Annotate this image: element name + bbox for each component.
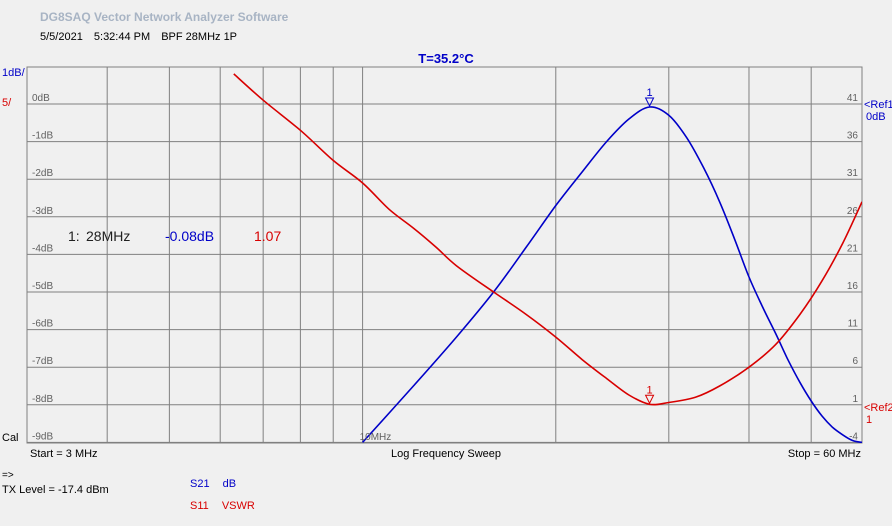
- tx-level: TX Level = -17.4 dBm: [2, 484, 109, 496]
- s11-axis-ticks: 41 36 31 26 21 16 11 6 1 -4: [847, 93, 859, 442]
- series-line-s21: [362, 106, 862, 443]
- info-line: 5/5/2021 5:32:44 PM BPF 28MHz 1P: [40, 31, 245, 43]
- right-tick-label: 6: [852, 356, 858, 367]
- right-tick-label: 26: [847, 206, 859, 217]
- marker-triangle-s21: [644, 97, 655, 108]
- legend-s11[interactable]: S11 VSWR: [190, 500, 255, 512]
- readout-s21: -0.08dB: [165, 228, 214, 244]
- legend-s11-unit: VSWR: [221, 500, 255, 512]
- legend-s21-unit: dB: [222, 478, 237, 490]
- right-tick-label: 41: [847, 93, 859, 104]
- ref2-label: <Ref2: [864, 402, 892, 414]
- info-time: 5:32:44 PM: [93, 31, 151, 43]
- marker-triangle-s11: [644, 394, 655, 405]
- info-label: BPF 28MHz 1P: [161, 31, 238, 43]
- right-tick-label: -4: [849, 431, 858, 442]
- chart-grid: [26, 66, 863, 444]
- app-title: DG8SAQ Vector Network Analyzer Software: [40, 10, 289, 24]
- right-tick-label: 36: [847, 131, 859, 142]
- x-tick-label-10mhz: 10MHz: [360, 432, 392, 443]
- chart-series: [233, 73, 862, 443]
- left-tick-label: -7dB: [32, 356, 53, 367]
- right-tick-label: 21: [847, 243, 859, 254]
- left-tick-label: -3dB: [32, 206, 53, 217]
- sweep-stop: Stop = 60 MHz: [787, 448, 861, 460]
- arrow-indicator: =>: [2, 470, 14, 481]
- left-scale-label-s11: 5/: [2, 97, 12, 109]
- left-tick-label: -5dB: [32, 281, 53, 292]
- cal-label: Cal: [2, 432, 19, 444]
- right-tick-label: 11: [848, 319, 859, 330]
- legend-s21-name: S21: [190, 478, 210, 490]
- legend-s21[interactable]: S21 dB: [190, 478, 236, 490]
- left-tick-label: -9dB: [32, 431, 53, 442]
- temperature-readout: T=35.2°C: [418, 51, 474, 66]
- left-tick-label: -1dB: [32, 131, 53, 142]
- readout-freq: 28MHz: [86, 228, 130, 244]
- info-date: 5/5/2021: [40, 31, 83, 43]
- legend-s11-name: S11: [190, 500, 209, 512]
- marker-label-s11: 1: [647, 384, 653, 396]
- left-tick-label: -6dB: [32, 319, 53, 330]
- sweep-mode: Log Frequency Sweep: [390, 448, 502, 460]
- marker-label-s21: 1: [647, 87, 653, 99]
- left-tick-label: -2dB: [32, 168, 53, 179]
- ref1-value: 0dB: [866, 111, 886, 123]
- ref1-label: <Ref1: [864, 99, 892, 111]
- left-tick-label: -8dB: [32, 394, 53, 405]
- left-scale-label-s21: 1dB/: [2, 67, 26, 79]
- right-tick-label: 1: [852, 394, 858, 405]
- series-line-s11: [233, 73, 862, 406]
- s21-axis-ticks: 0dB -1dB -2dB -3dB -4dB -5dB -6dB -7dB -8dB -9dB: [32, 93, 53, 442]
- right-tick-label: 31: [847, 168, 859, 179]
- ref2-value: 1: [866, 414, 872, 426]
- left-tick-label: 0dB: [32, 93, 50, 104]
- chart-markers: 11: [644, 87, 655, 405]
- readout-marker: 1:: [68, 228, 80, 244]
- sweep-start: Start = 3 MHz: [30, 448, 98, 460]
- right-tick-label: 16: [847, 281, 859, 292]
- left-tick-label: -4dB: [32, 243, 53, 254]
- readout-s11: 1.07: [254, 228, 281, 244]
